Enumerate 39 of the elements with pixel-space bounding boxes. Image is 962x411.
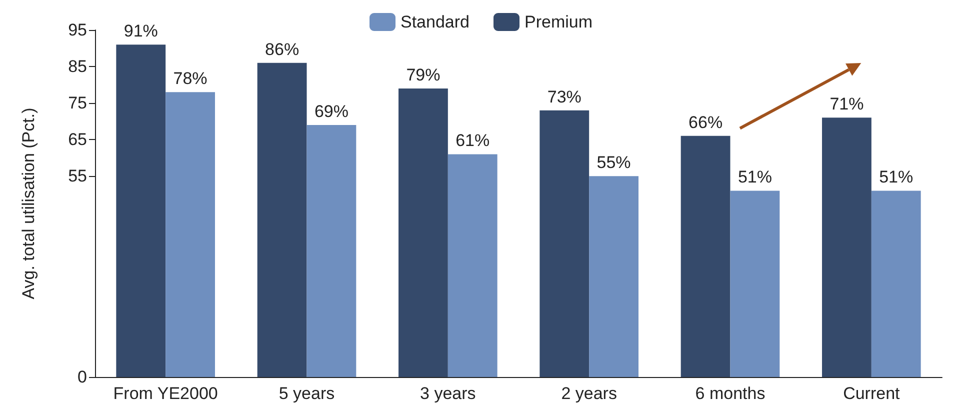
bar [680, 136, 730, 377]
data-label: 91% [124, 22, 158, 41]
data-label: 55% [596, 153, 631, 172]
bar [257, 62, 307, 377]
x-tick-label: From YE2000 [113, 384, 218, 403]
y-tick-label: 75 [68, 94, 87, 113]
bar [166, 92, 215, 377]
bar [398, 88, 448, 377]
x-tick-label: 2 years [561, 384, 617, 403]
bar [589, 176, 638, 377]
data-label: 79% [406, 65, 440, 84]
data-label: 86% [265, 40, 300, 59]
data-label: 51% [879, 168, 914, 187]
x-tick-label: Current [843, 384, 900, 403]
data-label: 73% [547, 87, 582, 106]
data-label: 69% [314, 102, 348, 121]
y-tick-label: 95 [68, 20, 87, 40]
y-tick-label: 0 [78, 368, 87, 386]
bar [306, 124, 356, 377]
bar [116, 44, 166, 377]
y-tick-label: 65 [68, 130, 87, 150]
bar [730, 190, 780, 377]
legend-label: Standard [400, 12, 470, 32]
bar [871, 190, 921, 377]
data-label: 78% [173, 69, 208, 88]
x-tick-label: 6 months [695, 384, 766, 403]
data-label: 51% [738, 168, 772, 187]
x-tick-label: 3 years [420, 384, 476, 403]
legend-label: Premium [524, 12, 593, 32]
bar [448, 154, 498, 377]
y-axis-title: Avg. total utilisation (Pct.) [19, 108, 38, 300]
x-tick-label: 5 years [278, 384, 335, 403]
data-label: 71% [830, 94, 864, 114]
data-label: 61% [456, 131, 490, 150]
data-label: 66% [688, 112, 723, 132]
bar [540, 110, 590, 377]
bar [822, 118, 872, 377]
y-tick-label: 85 [68, 57, 87, 76]
y-tick-label: 55 [68, 166, 87, 186]
